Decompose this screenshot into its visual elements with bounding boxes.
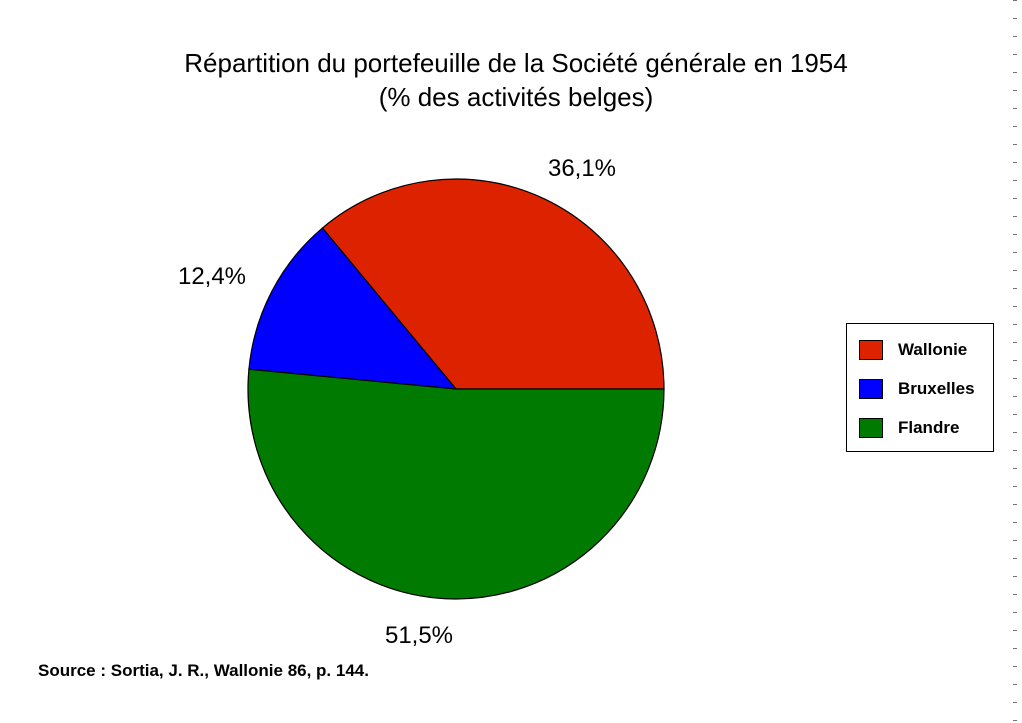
data-label-wallonie: 36,1% (548, 155, 616, 182)
title-line-2: (% des activités belges) (378, 82, 654, 112)
pie-slice-bruxelles (248, 227, 458, 390)
data-label-flandre: 51,5% (385, 622, 453, 649)
legend-swatch-bruxelles (859, 379, 883, 399)
legend-item-bruxelles: Bruxelles (859, 377, 975, 401)
source-note: Source : Sortia, J. R., Wallonie 86, p. … (38, 661, 369, 680)
legend-label-flandre: Flandre (898, 418, 960, 437)
data-label-bruxelles: 12,4% (178, 263, 246, 290)
legend-item-wallonie: Wallonie (859, 338, 967, 362)
pie-slice-wallonie (321, 178, 665, 390)
pie-slice-flandre (247, 368, 665, 600)
legend-swatch-wallonie (859, 340, 883, 360)
legend-label-bruxelles: Bruxelles (898, 379, 975, 398)
legend: Wallonie Bruxelles Flandre (846, 323, 994, 452)
legend-swatch-flandre (859, 418, 883, 438)
legend-item-flandre: Flandre (859, 416, 959, 440)
title-line-1: Répartition du portefeuille de la Sociét… (184, 48, 848, 78)
edge-dotted-line (1013, 0, 1017, 723)
chart-title: Répartition du portefeuille de la Sociét… (0, 46, 1022, 114)
legend-label-wallonie: Wallonie (898, 340, 968, 359)
